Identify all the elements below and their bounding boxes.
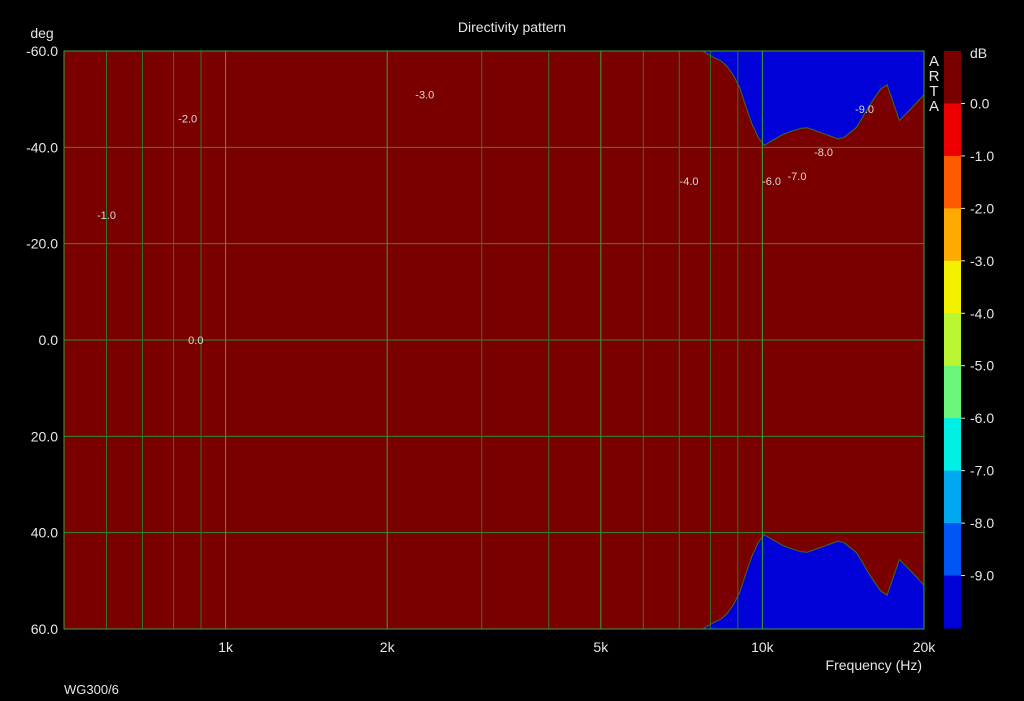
colorbar-label: -6.0 (970, 410, 994, 426)
brand-letter: A (929, 53, 939, 70)
contour-label: -7.0 (788, 171, 807, 183)
colorbar-segment (944, 208, 961, 262)
colorbar-label: -4.0 (970, 305, 994, 321)
colorbar-label: -8.0 (970, 515, 994, 531)
chart-title: Directivity pattern (457, 19, 567, 35)
colorbar-segment (944, 470, 961, 524)
colorbar-label: 0.0 (970, 95, 990, 111)
x-axis-label: Frequency (Hz) (826, 657, 922, 673)
colorbar-unit: dB (970, 45, 987, 61)
colorbar-segment (944, 523, 961, 577)
colorbar-label: -3.0 (970, 253, 994, 269)
colorbar-segment (944, 260, 961, 314)
brand-letter: R (929, 68, 940, 85)
footer-label: WG300/6 (64, 682, 119, 697)
colorbar-segment (944, 51, 961, 104)
x-tick-label: 10k (751, 639, 775, 655)
contour-label: 0.0 (188, 335, 203, 347)
contour-label: -2.0 (178, 113, 197, 125)
colorbar-label: -5.0 (970, 358, 994, 374)
brand-letter: A (929, 98, 939, 115)
colorbar-label: -7.0 (970, 463, 994, 479)
contour-label: -1.0 (97, 210, 116, 222)
colorbar-label: -2.0 (970, 200, 994, 216)
y-tick-label: 20.0 (31, 428, 58, 444)
colorbar-segment (944, 575, 961, 629)
plot-border (63, 50, 925, 630)
contour-label: -8.0 (814, 147, 833, 159)
colorbar-label: -9.0 (970, 568, 994, 584)
colorbar-segment (944, 313, 961, 367)
x-tick-label: 2k (380, 639, 396, 655)
y-tick-label: -40.0 (26, 139, 58, 155)
y-tick-label: 0.0 (39, 332, 59, 348)
colorbar-segment (944, 365, 961, 419)
contour-label: -4.0 (680, 176, 699, 188)
x-tick-label: 20k (913, 639, 937, 655)
x-tick-label: 1k (218, 639, 234, 655)
colorbar-segment (944, 418, 961, 472)
y-tick-label: 60.0 (31, 621, 58, 637)
colorbar-label: -1.0 (970, 148, 994, 164)
y-tick-label: -60.0 (26, 43, 58, 59)
y-tick-label: 40.0 (31, 525, 58, 541)
contour-label: -3.0 (415, 89, 434, 101)
contour-label: -6.0 (762, 176, 781, 188)
x-tick-label: 5k (593, 639, 609, 655)
brand-letter: T (929, 83, 938, 100)
colorbar-segment (944, 155, 961, 209)
colorbar-segment (944, 103, 961, 157)
y-tick-label: -20.0 (26, 236, 58, 252)
y-axis-label: deg (30, 25, 53, 41)
contour-label: -9.0 (855, 104, 874, 116)
